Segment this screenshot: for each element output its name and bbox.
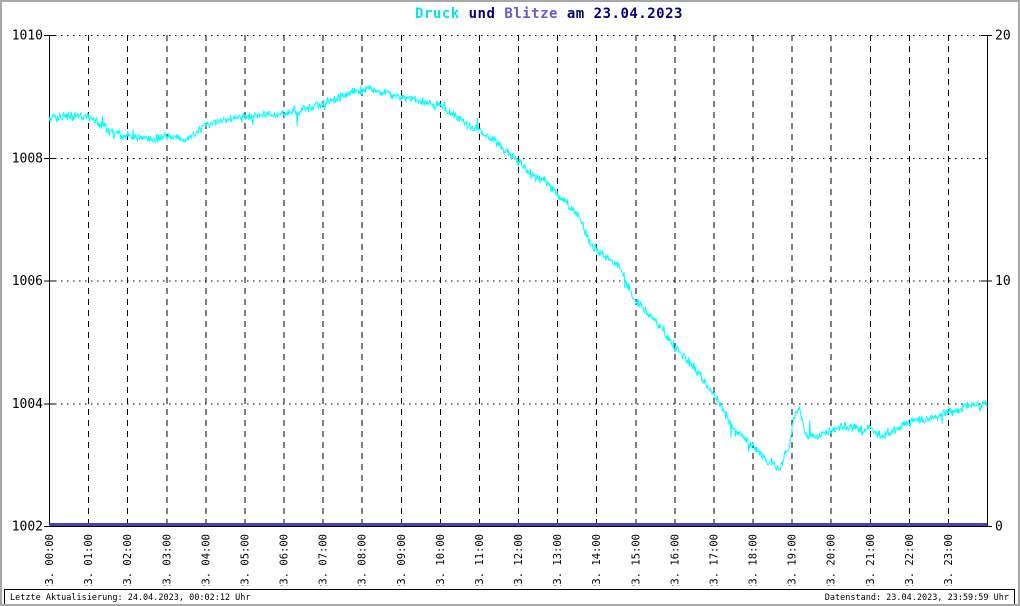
data-state-text: Datenstand: 23.04.2023, 23:59:59 Uhr	[824, 592, 1009, 603]
last-update-text: Letzte Aktualisierung: 24.04.2023, 00:02…	[10, 592, 251, 603]
x-tick-label: 23. 02:00	[122, 534, 134, 586]
y-left-tick-label: 1006	[12, 274, 43, 289]
title-und-text: und	[459, 6, 505, 22]
druck-series-line	[48, 84, 988, 472]
x-tick-label: 23. 12:00	[513, 534, 525, 586]
y-left-tick-label: 1010	[12, 29, 43, 44]
x-tick-label: 23. 19:00	[787, 534, 799, 586]
y-right-tick-label: 20	[995, 29, 1011, 44]
title-druck-label: Druck	[415, 6, 460, 22]
x-tick-label: 23. 13:00	[552, 534, 564, 586]
x-tick-label: 23. 07:00	[318, 534, 330, 586]
x-tick-label: 23. 20:00	[826, 534, 838, 586]
title-blitze-label: Blitze	[504, 6, 558, 22]
x-tick-label: 23. 03:00	[161, 534, 173, 586]
x-tick-label: 23. 17:00	[708, 534, 720, 586]
pressure-lightning-chart: 1002 1004 1006 1008 1010 0 10 20 23. 00:00 23. 01…	[12, 29, 1011, 587]
title-date-text: am 23.04.2023	[557, 6, 683, 22]
x-tick-label: 23. 09:00	[396, 534, 408, 586]
x-tick-label: 23. 23:00	[943, 534, 955, 586]
x-tick-label: 23. 21:00	[865, 534, 877, 586]
x-tick-label: 23. 22:00	[904, 534, 916, 586]
x-tick-label: 23. 10:00	[435, 534, 447, 586]
x-tick-label: 23. 06:00	[279, 534, 291, 586]
chart-title: Druck und Blitze am 23.04.2023	[415, 6, 683, 22]
x-tick-label: 23. 14:00	[591, 534, 603, 586]
status-bar: Letzte Aktualisierung: 24.04.2023, 00:02…	[4, 589, 1015, 604]
x-tick-label: 23. 11:00	[474, 534, 486, 586]
x-tick-label: 23. 05:00	[239, 534, 251, 586]
y-left-tick-label: 1008	[12, 151, 43, 166]
x-tick-label: 23. 04:00	[200, 534, 212, 586]
x-tick-label: 23. 00:00	[44, 534, 56, 586]
y-left-tick-label: 1004	[12, 397, 43, 412]
x-tick-label: 23. 01:00	[83, 534, 95, 586]
y-left-tick-label: 1002	[12, 520, 43, 535]
x-tick-label: 23. 18:00	[748, 534, 760, 586]
y-right-tick-label: 0	[995, 520, 1003, 535]
x-tick-label: 23. 16:00	[669, 534, 681, 586]
x-tick-label: 23. 08:00	[357, 534, 369, 586]
x-tick-label: 23. 15:00	[630, 534, 642, 586]
y-right-tick-label: 10	[995, 274, 1011, 289]
